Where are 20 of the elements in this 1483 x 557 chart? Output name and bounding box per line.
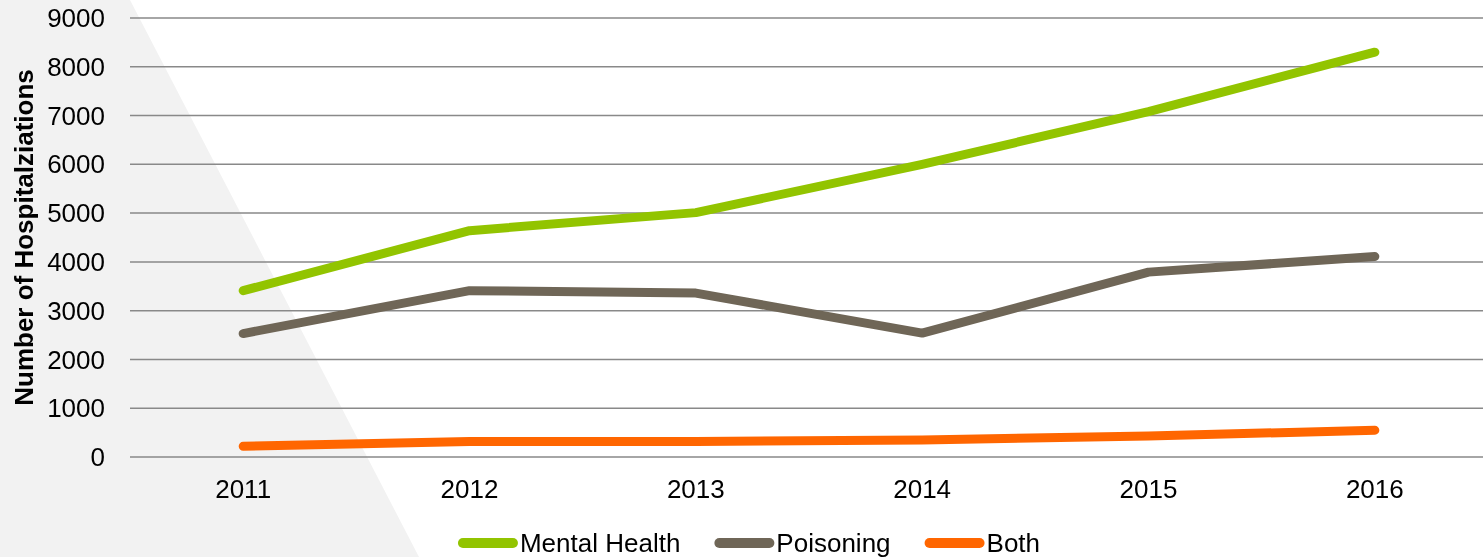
y-tick-label: 9000 [47, 3, 105, 34]
legend-label: Mental Health [519, 528, 681, 557]
y-tick-label: 6000 [47, 149, 105, 180]
y-tick-label: 1000 [47, 393, 105, 424]
x-tick-label: 2014 [893, 474, 952, 504]
y-tick-label: 0 [90, 442, 105, 473]
y-tick-label: 2000 [47, 344, 105, 375]
y-tick-label: 5000 [47, 198, 105, 229]
x-tick-label: 2012 [440, 474, 499, 504]
legend-label: Both [986, 528, 1041, 557]
x-tick-label: 2016 [1345, 474, 1404, 504]
legend-label: Poisoning [776, 528, 891, 557]
x-tick-label: 2011 [215, 474, 272, 504]
y-tick-label: 4000 [47, 246, 105, 277]
y-axis-title: Number of Hospitalziations [9, 69, 39, 406]
y-tick-label: 7000 [47, 100, 105, 131]
y-tick-label: 3000 [47, 295, 105, 326]
x-tick-label: 2013 [666, 474, 725, 504]
x-tick-label: 2015 [1119, 474, 1178, 504]
y-tick-label: 8000 [47, 51, 105, 82]
